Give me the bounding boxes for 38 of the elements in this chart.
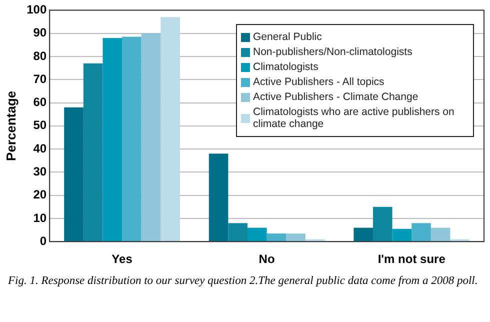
bar	[228, 223, 248, 242]
legend-label: Active Publishers - Climate Change	[253, 91, 418, 103]
legend-label: General Public	[253, 31, 322, 43]
bar	[412, 223, 431, 242]
bar	[354, 228, 373, 242]
legend-label: Active Publishers - All topics	[253, 76, 384, 88]
y-tick-label: 80	[33, 48, 47, 63]
bar	[248, 228, 267, 242]
y-tick-label: 50	[33, 118, 47, 132]
legend-label: Climatologists who are active publishers on climate change	[253, 106, 456, 130]
y-tick-label: 20	[33, 188, 47, 202]
bar	[83, 63, 103, 242]
bar	[286, 234, 306, 242]
y-tick-label: 10	[33, 210, 47, 225]
bar	[430, 228, 450, 242]
x-tick-label: Yes	[112, 252, 133, 266]
y-tick-label: 90	[33, 26, 47, 40]
y-tick-label: 100	[26, 2, 47, 17]
x-tick-label: I'm not sure	[378, 252, 446, 266]
bar	[64, 107, 84, 242]
y-axis-title: Percentage	[3, 90, 18, 161]
caption: Fig. 1. Response distribution to our survey question 2.The general public data come from a 2008 poll.	[8, 274, 479, 288]
y-tick-label: 40	[33, 141, 47, 156]
x-tick-label: No	[258, 252, 275, 266]
legend-label: Climatologists	[253, 61, 318, 73]
y-tick-label: 70	[33, 72, 47, 86]
bar	[102, 38, 122, 242]
bar	[208, 154, 228, 242]
bar	[372, 206, 392, 242]
bar	[266, 234, 286, 242]
bar	[141, 33, 161, 242]
legend-label: Non-publishers/Non-climatologists	[253, 46, 412, 58]
y-tick-label: 30	[33, 164, 47, 178]
bar	[160, 17, 180, 242]
bar	[392, 228, 412, 242]
y-tick-label: 60	[33, 95, 47, 110]
y-tick-label: 0	[40, 234, 47, 248]
bar	[122, 36, 142, 242]
